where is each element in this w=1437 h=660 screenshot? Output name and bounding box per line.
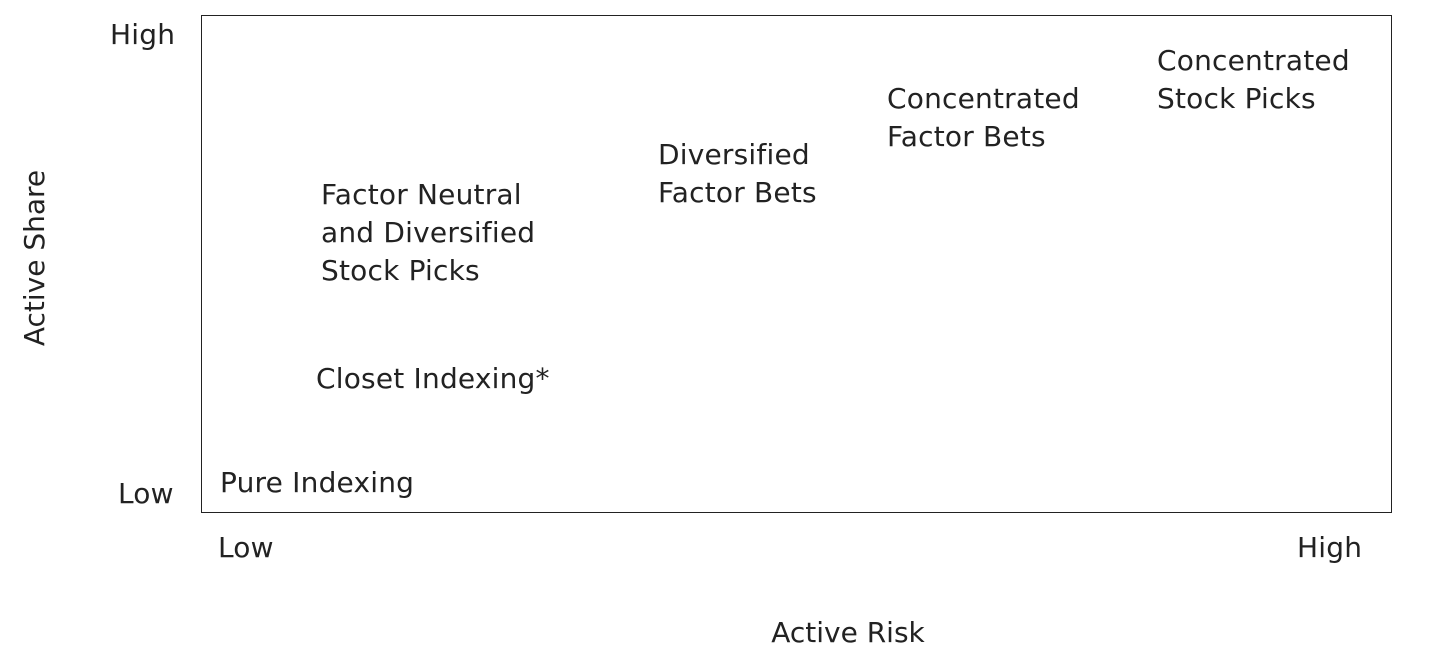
y-axis-high-label: High: [110, 18, 176, 51]
strategy-concentrated-stock-picks: Concentrated Stock Picks: [1157, 44, 1350, 115]
strategy-closet-indexing: Closet Indexing*: [316, 362, 550, 395]
plot-frame: [201, 15, 1392, 513]
strategy-diversified-factor-bets: Diversified Factor Bets: [658, 138, 817, 209]
x-axis-low-label: Low: [218, 531, 274, 564]
strategy-pure-indexing: Pure Indexing: [220, 466, 415, 499]
y-axis-low-label: Low: [118, 477, 174, 510]
y-axis-title: Active Share: [18, 169, 51, 347]
x-axis-high-label: High: [1297, 531, 1363, 564]
strategy-concentrated-factor-bets: Concentrated Factor Bets: [887, 82, 1080, 153]
x-axis-title: Active Risk: [771, 616, 925, 649]
strategy-factor-neutral-diversified-stock-picks: Factor Neutral and Diversified Stock Pic…: [321, 178, 536, 287]
